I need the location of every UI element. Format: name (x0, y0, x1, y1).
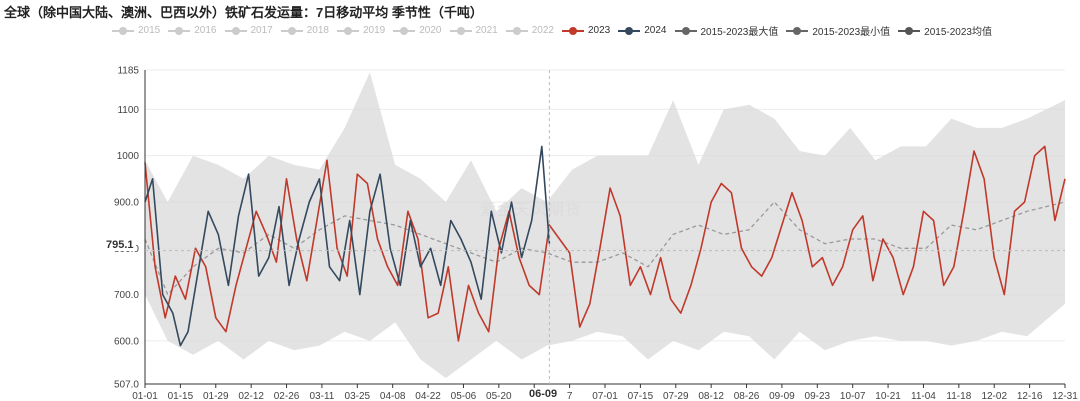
x-tick-label: 01-01 (132, 391, 158, 401)
x-tick-label: 02-26 (274, 391, 300, 401)
x-tick-label: 01-29 (203, 391, 229, 401)
legend-label: 2024 (644, 25, 667, 36)
legend-label: 2023 (588, 25, 611, 36)
legend-swatch-icon (562, 26, 584, 36)
legend-swatch-icon (224, 26, 247, 36)
legend-label: 2015-2023最大值 (700, 27, 779, 38)
legend-swatch-icon (674, 26, 697, 36)
x-tick-label: 07-01 (592, 391, 618, 401)
legend-item-2015[interactable]: 2015 (112, 23, 160, 38)
x-tick-label: 09-23 (805, 391, 831, 401)
legend-item-2022[interactable]: 2022 (505, 23, 554, 38)
legend-item-2015-2023最大值[interactable]: 2015-2023最大值 (674, 23, 779, 38)
x-tick-label: 11-18 (946, 391, 971, 401)
legend-label: 2015 (138, 25, 161, 36)
legend-item-2019[interactable]: 2019 (337, 23, 385, 38)
legend-label: 2015-2023均值 (924, 27, 992, 38)
x-tick-label: 03-11 (310, 391, 335, 401)
y-tick-label: 507.0 (114, 380, 139, 391)
legend-label: 2020 (419, 25, 442, 36)
x-tick-label: 05-20 (486, 391, 512, 401)
x-tick-label: 09-09 (769, 391, 795, 401)
legend-label: 2017 (250, 25, 273, 36)
legend-swatch-icon (280, 26, 303, 36)
x-tick-label: 7 (567, 391, 573, 401)
legend-item-2015-2023最小值[interactable]: 2015-2023最小值 (786, 23, 890, 38)
legend-label: 2018 (306, 25, 329, 36)
legend-swatch-icon (786, 26, 809, 36)
legend-swatch-icon (393, 26, 416, 36)
legend-label: 2021 (475, 25, 498, 36)
legend-swatch-icon (168, 26, 191, 36)
x-tick-label: 04-22 (415, 391, 441, 401)
y-tick-label: 600.0 (114, 336, 139, 347)
x-tick-label: 04-08 (380, 391, 406, 401)
x-tick-label: 10-21 (875, 391, 901, 401)
legend-swatch-icon (449, 26, 472, 36)
x-tick-label: 07-29 (663, 391, 689, 401)
y-tick-label: 700.0 (114, 290, 139, 301)
legend-item-2015-2023均值[interactable]: 2015-2023均值 (898, 23, 992, 38)
legend-item-2018[interactable]: 2018 (280, 23, 329, 38)
legend-swatch-icon (337, 26, 359, 36)
legend-item-2017[interactable]: 2017 (224, 23, 273, 38)
x-tick-label: 05-06 (451, 391, 477, 401)
x-tick-label: 03-25 (345, 391, 371, 401)
x-tick-label: 12-02 (981, 391, 1007, 401)
legend-label: 2022 (531, 25, 554, 36)
y-tick-label: 1185 (117, 66, 139, 77)
legend-swatch-icon (618, 26, 641, 36)
y-tick-label: 900.0 (114, 197, 139, 208)
legend-item-2016[interactable]: 2016 (168, 23, 217, 38)
chart-legend: 2015 2016 2017 2018 2019 2020 2021 2022 2023 2024… (112, 23, 1000, 38)
legend-label: 2016 (194, 25, 217, 36)
x-tick-label: 01-15 (168, 391, 194, 401)
legend-item-2020[interactable]: 2020 (393, 23, 442, 38)
x-tick-label: 02-12 (238, 391, 264, 401)
x-tick-label: 11-04 (911, 391, 936, 401)
x-tick-label: 08-12 (698, 391, 724, 401)
x-tick-label: 07-15 (628, 391, 654, 401)
chart-title: 全球（除中国大陆、澳洲、巴西以外）铁矿石发运量：7日移动平均 季节性（千吨） (4, 5, 483, 20)
legend-swatch-icon (505, 26, 528, 36)
x-tick-label: 08-26 (734, 391, 760, 401)
legend-item-2024[interactable]: 2024 (618, 23, 667, 38)
legend-item-2023[interactable]: 2023 (562, 23, 610, 38)
max-min-band (145, 72, 1065, 379)
x-tick-label: 12-16 (1017, 391, 1043, 401)
crosshair-y-label: 795.1 (104, 239, 136, 251)
legend-label: 2015-2023最小值 (812, 27, 891, 38)
crosshair-x-label: 06-09 (526, 388, 561, 400)
x-tick-label: 10-07 (840, 391, 866, 401)
legend-swatch-icon (898, 26, 921, 36)
legend-swatch-icon (112, 26, 134, 36)
y-tick-label: 1000 (117, 151, 140, 162)
legend-item-2021[interactable]: 2021 (449, 23, 498, 38)
legend-label: 2019 (363, 25, 386, 36)
y-tick-label: 1100 (117, 105, 139, 116)
x-tick-label: 12-31 (1052, 391, 1078, 401)
